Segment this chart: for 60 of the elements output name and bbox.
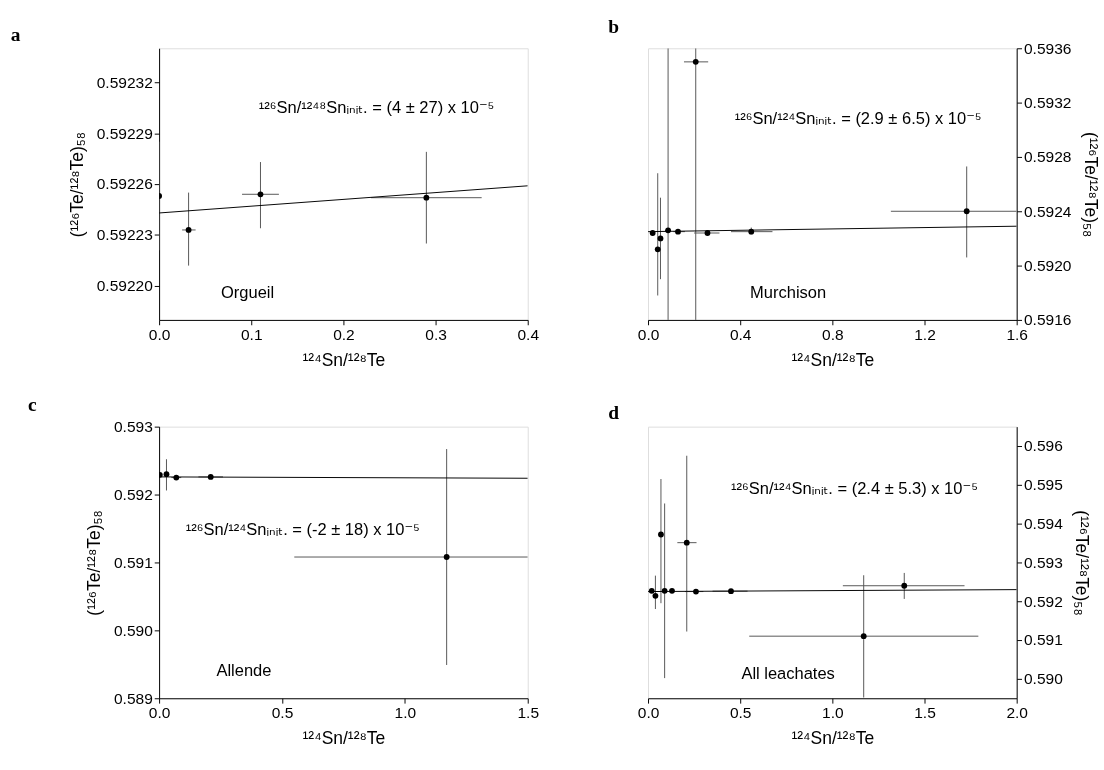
x-tick-label: 0.8 <box>822 325 844 343</box>
x-axis-title: ¹²⁴Sn/¹²⁸Te <box>302 350 386 371</box>
y-tick-label: 0.589 <box>113 689 153 707</box>
annotation: ¹²⁶Sn/¹²⁴⁸Snᵢₙᵢₜ. = (4 ± 27) x 10⁻⁵ <box>258 97 495 116</box>
x-tick-label: 1.5 <box>517 704 540 722</box>
y-tick-label: 0.593 <box>113 417 153 435</box>
x-tick-label: 0.5 <box>271 704 294 722</box>
y-tick-label: 0.59223 <box>96 226 153 244</box>
x-tick-label: 0.0 <box>148 325 171 343</box>
x-tick-label: 1.5 <box>914 704 936 722</box>
y2-tick-label: 0.5928 <box>1023 148 1072 166</box>
x-tick-label: 2.0 <box>1006 704 1029 722</box>
x-axis-title: ¹²⁴Sn/¹²⁸Te <box>791 350 875 371</box>
y-axis-title: (¹²⁶Te/¹²⁸Te)₅₈ <box>67 131 88 238</box>
x-tick-label: 0.0 <box>637 325 660 343</box>
y2-tick-label: 0.594 <box>1023 514 1064 532</box>
annotation: Allende <box>216 660 272 679</box>
chart-title: a <box>10 23 21 45</box>
annotation: ¹²⁶Sn/¹²⁴Snᵢₙᵢₜ. = (-2 ± 18) x 10⁻⁵ <box>185 519 420 538</box>
annotation: ¹²⁶Sn/¹²⁴Snᵢₙᵢₜ. = (2.9 ± 6.5) x 10⁻⁵ <box>734 108 982 127</box>
x-tick-label: 0.4 <box>517 325 540 343</box>
y2-tick-label: 0.5932 <box>1023 93 1072 111</box>
annotation: ¹²⁶Sn/¹²⁴Snᵢₙᵢₜ. = (2.4 ± 5.3) x 10⁻⁵ <box>730 478 978 497</box>
chart-title: c <box>28 394 38 416</box>
x-tick-label: 0.2 <box>333 325 355 343</box>
x-tick-label: 1.0 <box>394 704 417 722</box>
y-axis-title: (¹²⁶Te/¹²⁸Te)₅₈ <box>84 510 105 616</box>
y2-tick-label: 0.595 <box>1023 476 1063 494</box>
chart-title: d <box>608 401 620 423</box>
y-tick-label: 0.592 <box>113 485 153 503</box>
y2-tick-label: 0.590 <box>1023 670 1064 688</box>
y-tick-label: 0.591 <box>113 553 153 571</box>
x-tick-label: 0.4 <box>729 325 752 343</box>
x-tick-label: 0.5 <box>729 704 752 722</box>
y2-tick-label: 0.5924 <box>1023 202 1072 220</box>
x-tick-label: 0.0 <box>637 704 660 722</box>
x-tick-label: 1.0 <box>822 704 844 722</box>
y2-tick-label: 0.591 <box>1023 631 1063 649</box>
y2-axis-title: (¹²⁶Te/¹²⁸Te)₅₈ <box>1081 131 1102 238</box>
annotation: Murchison <box>750 282 827 301</box>
x-tick-label: 0.0 <box>148 704 171 722</box>
y-tick-label: 0.59226 <box>96 175 153 193</box>
y2-tick-label: 0.596 <box>1023 437 1063 455</box>
x-tick-label: 1.2 <box>914 325 936 343</box>
y-tick-label: 0.59232 <box>96 73 153 91</box>
x-tick-label: 0.3 <box>425 325 447 343</box>
annotation: All leachates <box>741 663 835 682</box>
y-tick-label: 0.59220 <box>96 277 154 295</box>
y-tick-label: 0.59229 <box>96 124 153 142</box>
y2-tick-label: 0.5920 <box>1023 256 1072 274</box>
chart-title: b <box>608 15 619 37</box>
y2-tick-label: 0.592 <box>1023 592 1063 610</box>
y2-tick-label: 0.5936 <box>1023 39 1072 57</box>
y-tick-label: 0.590 <box>113 621 154 639</box>
annotation: Orgueil <box>221 282 275 301</box>
y2-axis-title: (¹²⁶Te/¹²⁸Te)₅₈ <box>1072 510 1093 616</box>
x-axis-title: ¹²⁴Sn/¹²⁸Te <box>791 728 875 749</box>
x-tick-label: 0.1 <box>240 325 263 343</box>
x-axis-title: ¹²⁴Sn/¹²⁸Te <box>302 728 386 749</box>
y2-tick-label: 0.593 <box>1023 553 1063 571</box>
